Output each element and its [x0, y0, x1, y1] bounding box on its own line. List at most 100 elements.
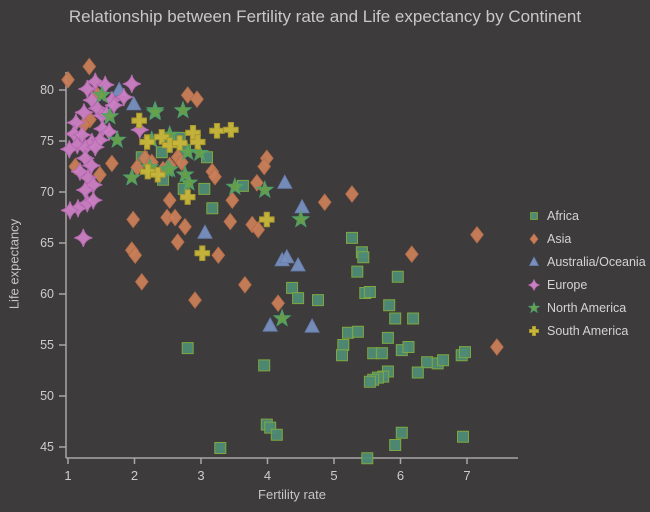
y-axis-title: Life expectancy: [6, 218, 22, 310]
data-point-marker: [255, 180, 275, 199]
legend-label: South America: [547, 324, 629, 338]
data-point-marker: [140, 163, 156, 180]
data-point-marker: [92, 85, 112, 104]
data-point-marker: [128, 246, 143, 265]
data-point-marker: [190, 90, 204, 109]
data-point-marker: [126, 210, 141, 229]
series-europe: [60, 72, 149, 248]
legend-item-asia[interactable]: Asia: [527, 232, 646, 246]
data-point-marker: [457, 430, 469, 443]
legend-label: Asia: [547, 232, 572, 246]
data-point-marker: [336, 349, 348, 362]
data-point-marker: [197, 224, 213, 239]
x-tick-label: 7: [463, 468, 470, 483]
data-point-marker: [317, 193, 332, 212]
legend-label: Africa: [547, 209, 579, 223]
data-point-marker: [168, 208, 182, 227]
x-tick-label: 1: [64, 468, 71, 483]
data-point-marker: [262, 317, 279, 332]
data-point-marker: [179, 172, 199, 191]
data-point-marker: [276, 174, 293, 189]
data-point-marker: [179, 189, 196, 205]
data-point-marker: [160, 159, 180, 178]
data-point-marker: [258, 359, 271, 372]
data-point-marker: [134, 272, 149, 291]
y-tick-label: 65: [40, 236, 54, 250]
x-axis-title: Fertility rate: [258, 487, 326, 502]
data-point-marker: [223, 122, 239, 138]
data-point-marker: [93, 165, 107, 184]
data-point-marker: [188, 291, 202, 309]
data-point-marker: [122, 167, 142, 186]
data-point-marker: [363, 375, 376, 388]
data-point-marker: [389, 312, 402, 325]
data-point-marker: [411, 366, 424, 379]
data-point-marker: [312, 294, 324, 307]
data-point-marker: [130, 120, 149, 139]
data-point-marker: [60, 201, 80, 220]
series-australia-oceania: [111, 81, 320, 333]
x-tick-label: 2: [131, 468, 138, 483]
data-point-marker: [304, 318, 320, 333]
data-point-marker: [74, 103, 94, 122]
data-point-marker: [155, 146, 168, 159]
data-point-marker: [459, 346, 471, 359]
data-point-marker: [345, 185, 359, 203]
data-point-marker: [194, 245, 211, 261]
data-point-marker: [122, 74, 141, 94]
data-point-marker: [70, 162, 90, 181]
legend-label: Europe: [547, 278, 588, 292]
legend-item-europe[interactable]: Europe: [527, 278, 646, 292]
data-point-marker: [375, 347, 388, 360]
data-point-marker: [381, 331, 394, 344]
data-point-marker: [211, 246, 226, 265]
data-point-marker: [68, 135, 87, 155]
data-point-marker: [251, 220, 266, 239]
chart-title: Relationship between Fertility rate and …: [68, 7, 582, 26]
data-point-marker: [407, 312, 420, 325]
data-point-marker: [294, 198, 310, 214]
data-point-marker: [272, 308, 292, 327]
data-point-marker: [421, 356, 434, 369]
star4-legend-icon: [528, 279, 540, 291]
data-point-marker: [351, 265, 364, 278]
legend-item-north-america[interactable]: North America: [527, 301, 646, 315]
diamond-legend-icon: [529, 233, 539, 245]
data-point-marker: [351, 325, 364, 338]
legend-item-africa[interactable]: Africa: [527, 209, 646, 223]
data-point-marker: [238, 275, 252, 294]
data-point-marker: [60, 140, 79, 159]
series-south-america: [131, 112, 275, 261]
data-point-marker: [278, 248, 295, 264]
y-tick-label: 50: [40, 389, 54, 403]
legend-item-south-america[interactable]: South America: [527, 324, 646, 338]
data-point-marker: [162, 191, 177, 210]
data-point-marker: [363, 286, 376, 298]
data-point-marker: [271, 294, 285, 313]
y-tick-label: 55: [40, 338, 54, 352]
data-point-marker: [470, 225, 484, 244]
data-point-marker: [74, 228, 93, 248]
data-point-marker: [171, 135, 188, 151]
data-point-marker: [490, 338, 504, 356]
data-point-marker: [139, 134, 155, 150]
x-tick-label: 4: [264, 468, 271, 483]
series-asia: [61, 57, 504, 356]
data-point-marker: [337, 339, 350, 351]
legend-label: North America: [547, 301, 627, 315]
data-point-marker: [225, 191, 240, 210]
legend-item-australia-oceania[interactable]: Australia/Oceania: [527, 255, 646, 269]
data-point-marker: [170, 233, 185, 251]
data-point-marker: [150, 166, 166, 183]
data-point-marker: [357, 251, 370, 264]
data-point-marker: [383, 299, 396, 312]
data-point-marker: [86, 137, 105, 157]
data-point-marker: [178, 217, 192, 236]
legend: Africa Asia Australia/Oceania Europe North A…: [527, 209, 646, 338]
data-point-marker: [100, 106, 120, 125]
data-point-marker: [181, 342, 194, 355]
data-point-marker: [214, 442, 227, 454]
data-point-marker: [270, 428, 283, 441]
series-africa: [135, 131, 471, 465]
